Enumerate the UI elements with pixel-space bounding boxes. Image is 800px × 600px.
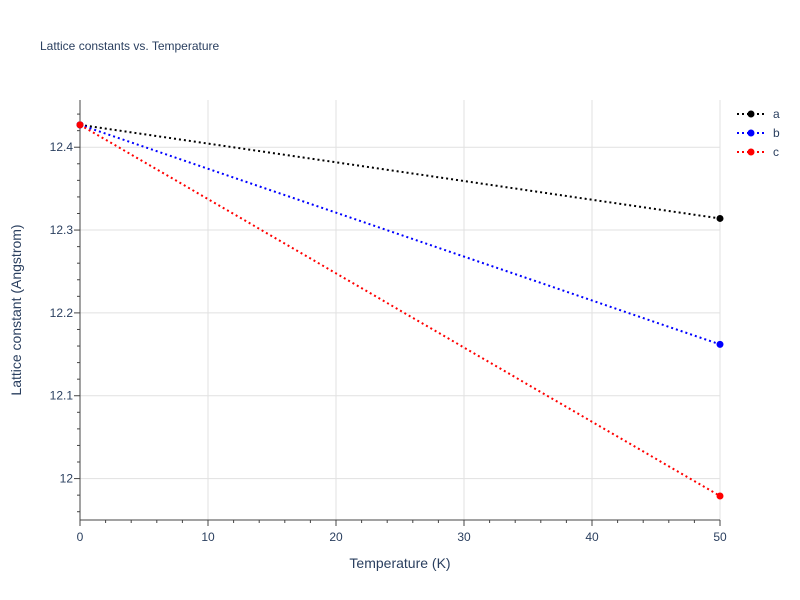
x-tick-label: 20 <box>329 530 343 544</box>
y-tick-label: 12.3 <box>50 223 74 237</box>
data-point-c <box>716 492 724 500</box>
tick-labels: 0 10 20 30 40 50 12 12.1 12.2 12.3 12.4 <box>50 140 727 544</box>
series-line-c <box>79 123 721 497</box>
chart-title: Lattice constants vs. Temperature <box>40 39 220 53</box>
axes <box>74 100 721 526</box>
legend[interactable]: abc <box>737 107 780 159</box>
y-tick-label: 12.1 <box>50 389 74 403</box>
y-tick-label: 12 <box>60 472 74 486</box>
data-point-b <box>716 340 724 348</box>
x-axis-title: Temperature (K) <box>349 555 450 571</box>
legend-label-b[interactable]: b <box>773 126 780 140</box>
legend-marker-b <box>747 129 755 137</box>
data-point-c <box>76 121 84 129</box>
series-line-a <box>79 123 721 220</box>
grid <box>80 100 721 520</box>
series-lines <box>76 121 724 500</box>
data-point-a <box>716 214 724 222</box>
legend-marker-a <box>747 110 755 118</box>
y-tick-label: 12.2 <box>50 306 74 320</box>
x-tick-label: 40 <box>585 530 599 544</box>
y-axis-title: Lattice constant (Angstrom) <box>8 224 24 395</box>
x-tick-label: 50 <box>713 530 727 544</box>
y-tick-label: 12.4 <box>50 140 74 154</box>
legend-label-c[interactable]: c <box>773 145 779 159</box>
x-tick-label: 10 <box>201 530 215 544</box>
x-tick-label: 0 <box>77 530 84 544</box>
legend-marker-c <box>747 148 755 156</box>
x-tick-label: 30 <box>457 530 471 544</box>
legend-label-a[interactable]: a <box>773 107 780 121</box>
